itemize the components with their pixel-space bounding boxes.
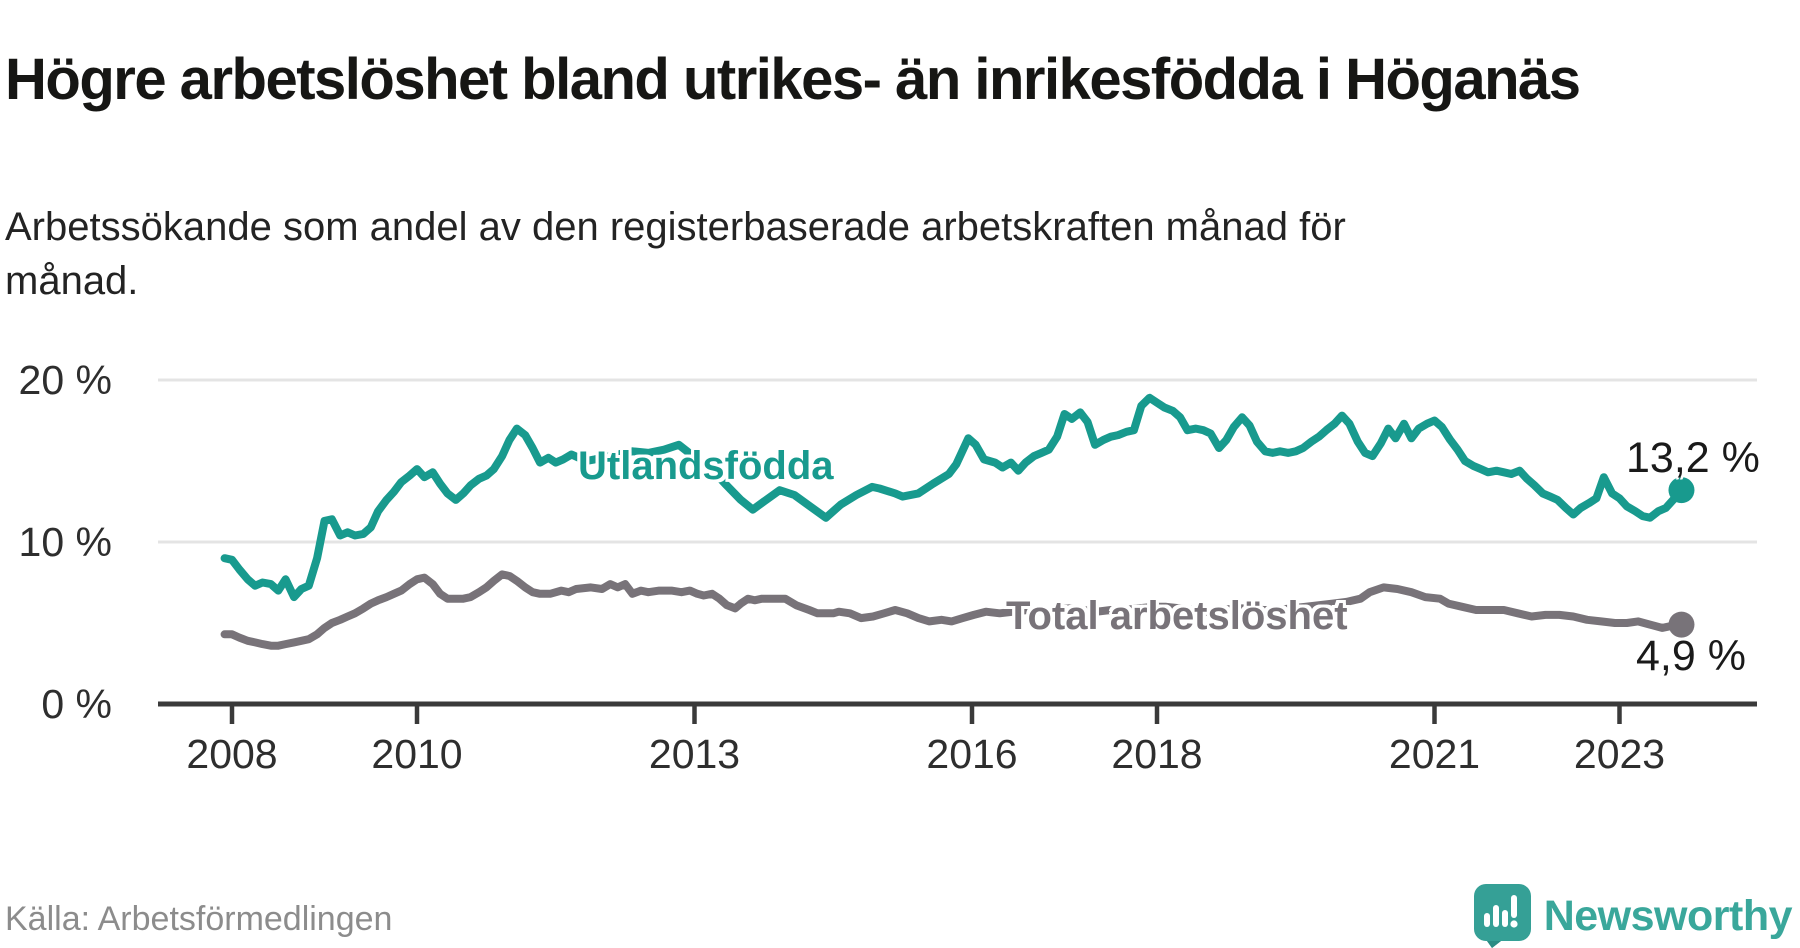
- y-axis-label-0: 0 %: [41, 681, 112, 727]
- newsworthy-brand: Newsworthy: [1473, 884, 1793, 948]
- end-value-total: 4,9 %: [1636, 632, 1746, 680]
- chart-subtitle: Arbetssökande som andel av den registerb…: [5, 205, 1346, 303]
- y-axis-label-20: 20 %: [19, 357, 112, 403]
- series-line-utlandsfodda: [220, 393, 1686, 602]
- x-axis-label-2023: 2023: [1574, 731, 1665, 777]
- source-credit: Källa: Arbetsförmedlingen: [5, 900, 393, 938]
- page-title: Högre arbetslöshet bland utrikes- än inr…: [5, 46, 1581, 112]
- x-axis-label-2016: 2016: [926, 731, 1017, 777]
- series-line-total: [220, 570, 1686, 650]
- x-axis-label-2018: 2018: [1111, 731, 1202, 777]
- x-axis-label-2008: 2008: [186, 731, 277, 777]
- end-dot-utlandsfodda: [1668, 477, 1695, 504]
- newsworthy-wordmark: Newsworthy: [1543, 891, 1793, 940]
- line-chart: 20 % 10 % 0 % 2008 2010 2013 2016 2018 2021 2023: [19, 357, 1757, 777]
- end-value-utlandsfodda: 13,2 %: [1626, 434, 1760, 482]
- series-label-total-arbetsloshet: Total arbetslöshet: [1006, 594, 1348, 638]
- x-axis-label-2010: 2010: [371, 731, 462, 777]
- x-axis-label-2013: 2013: [649, 731, 740, 777]
- end-dot-total: [1668, 611, 1695, 638]
- y-axis-label-10: 10 %: [19, 519, 112, 565]
- newsworthy-logo-icon: [1473, 884, 1532, 948]
- x-axis-label-2021: 2021: [1389, 731, 1480, 777]
- series-label-utlandsfodda: Utlandsfödda: [578, 444, 834, 488]
